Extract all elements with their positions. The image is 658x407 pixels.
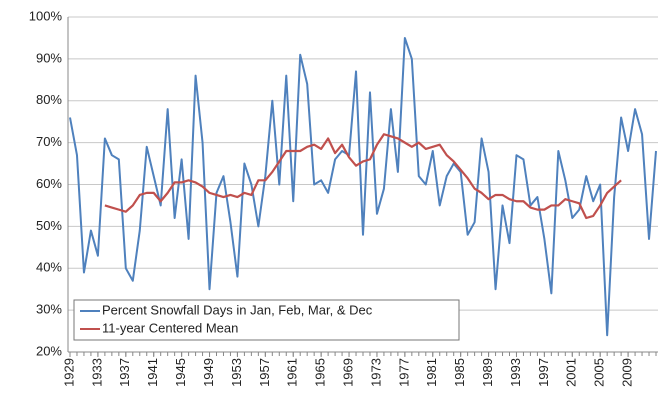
x-tick-label: 1957: [257, 358, 272, 387]
y-tick-label: 50%: [36, 218, 62, 233]
y-tick-label: 90%: [36, 50, 62, 65]
x-tick-label: 1945: [173, 358, 188, 387]
x-tick-label: 1929: [61, 358, 76, 387]
x-tick-label: 1933: [89, 358, 104, 387]
x-tick-label: 1969: [340, 358, 355, 387]
x-tick-label: 1985: [452, 358, 467, 387]
y-tick-label: 30%: [36, 302, 62, 317]
legend-label: Percent Snowfall Days in Jan, Feb, Mar, …: [102, 302, 373, 317]
x-tick-label: 1981: [424, 358, 439, 387]
x-tick-label: 1993: [508, 358, 523, 387]
x-tick-label: 2005: [592, 358, 607, 387]
y-tick-label: 70%: [36, 134, 62, 149]
series-line: [69, 36, 657, 337]
x-tick-label: 2001: [564, 358, 579, 387]
x-tick-label: 1953: [229, 358, 244, 387]
series-line: [104, 133, 622, 220]
x-tick-label: 1977: [396, 358, 411, 387]
x-tick-label: 1973: [368, 358, 383, 387]
y-tick-label: 60%: [36, 176, 62, 191]
y-tick-label: 40%: [36, 260, 62, 275]
x-tick-label: 1961: [285, 358, 300, 387]
x-tick-label: 1965: [313, 358, 328, 387]
y-tick-label: 20%: [36, 343, 62, 358]
x-tick-label: 1941: [145, 358, 160, 387]
legend-label: 11-year Centered Mean: [102, 320, 238, 335]
x-tick-label: 1997: [536, 358, 551, 387]
x-tick-label: 1949: [201, 358, 216, 387]
x-tick-label: 1937: [117, 358, 132, 387]
y-tick-label: 80%: [36, 92, 62, 107]
y-tick-label: 100%: [29, 8, 63, 23]
x-tick-label: 1989: [480, 358, 495, 387]
legend: Percent Snowfall Days in Jan, Feb, Mar, …: [73, 299, 460, 341]
legend-box: [73, 299, 460, 341]
x-tick-label: 2009: [620, 358, 635, 387]
